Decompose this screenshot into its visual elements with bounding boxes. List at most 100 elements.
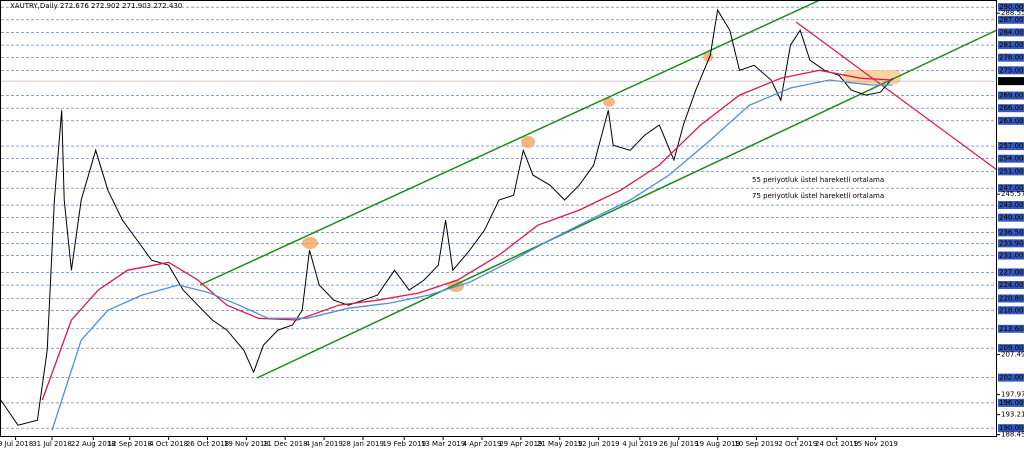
- highlight: [603, 97, 615, 107]
- x-tick-label: 22 Aug 2018: [71, 440, 116, 448]
- level-label: 196.000: [999, 399, 1024, 407]
- level-label-box: [998, 184, 1024, 193]
- level-label-box: [998, 324, 1024, 333]
- level-label-box: [998, 167, 1024, 176]
- y-tick-label: 193.214: [1001, 411, 1024, 419]
- level-label-box: [998, 239, 1024, 248]
- level-label: 224.000: [999, 281, 1024, 289]
- y-tick-label: 197.974: [1001, 391, 1024, 399]
- level-label-box: [998, 104, 1024, 113]
- x-tick-label: 19 Nov 2018: [224, 440, 269, 448]
- level-label-box: [998, 66, 1024, 75]
- x-tick-label: 4 Apr 2019: [463, 440, 502, 448]
- level-label: 257.000: [999, 142, 1024, 150]
- level-label: 231.000: [999, 252, 1024, 260]
- level-label: 236.500: [999, 228, 1024, 236]
- level-label: 263.000: [999, 117, 1024, 125]
- level-label-box: [998, 268, 1024, 277]
- level-label-box: [998, 373, 1024, 382]
- level-label-box: [998, 142, 1024, 151]
- x-tick-label: 12 Jun 2019: [578, 440, 620, 448]
- level-label: 275.000: [999, 66, 1024, 74]
- x-tick-label: 9 Jul 2018: [0, 440, 33, 448]
- level-label: 218.000: [999, 306, 1024, 314]
- level-label-box: [998, 281, 1024, 290]
- level-label: 287.000: [999, 16, 1024, 24]
- level-label-box: [998, 306, 1024, 315]
- level-label: 284.000: [999, 28, 1024, 36]
- level-label: 247.000: [999, 184, 1024, 192]
- level-label-box: [998, 251, 1024, 260]
- y-tick-label: 207.494: [1001, 351, 1024, 359]
- x-tick-label: 26 Jul 2019: [659, 440, 699, 448]
- chart-title: XAUTRY,Daily 272.676 272.902 271.903 272…: [10, 2, 182, 10]
- x-tick-label: 10 Sep 2019: [734, 440, 778, 448]
- annotation: 55 periyotluk üstel hareketli ortalama: [752, 176, 884, 184]
- x-tick-label: 26 Oct 2018: [186, 440, 229, 448]
- x-tick-label: 2 Oct 2019: [778, 440, 817, 448]
- y-tick-label: 245.574: [1001, 190, 1024, 198]
- level-label: 290.000: [999, 3, 1024, 11]
- series-line: [0, 8, 893, 426]
- y-tick-label: 188.454: [1001, 431, 1024, 439]
- highlight: [521, 136, 535, 148]
- x-tick-label: 29 Apr 2019: [499, 440, 542, 448]
- level-label: 281.000: [999, 41, 1024, 49]
- x-tick-label: 31 Jul 2018: [32, 440, 72, 448]
- x-tick-label: 4 Oct 2018: [149, 440, 188, 448]
- level-label-box: [998, 424, 1024, 433]
- last-price-box: [998, 77, 1024, 86]
- level-label: 213.600: [999, 325, 1024, 333]
- level-label-box: [998, 201, 1024, 210]
- level-label-box: [998, 398, 1024, 407]
- x-tick-label: 21 May 2019: [537, 440, 583, 448]
- x-tick-label: 28 Jan 2019: [342, 440, 384, 448]
- level-label-box: [998, 53, 1024, 62]
- x-tick-label: 24 Oct 2019: [815, 440, 858, 448]
- trend-line: [795, 21, 998, 171]
- level-label-box: [998, 116, 1024, 125]
- annotation: 75 periyotluk üstel hareketli ortalama: [752, 192, 884, 200]
- level-label: 220.800: [999, 294, 1024, 302]
- series-line: [51, 79, 893, 431]
- level-label: 254.000: [999, 155, 1024, 163]
- level-label: 240.000: [999, 214, 1024, 222]
- level-label: 251.000: [999, 167, 1024, 175]
- trend-channel: [256, 29, 998, 379]
- last-price-label: 272.430: [999, 77, 1024, 85]
- level-label: 190.000: [999, 424, 1024, 432]
- y-tick-label: 288.554: [1001, 9, 1024, 17]
- highlight: [843, 70, 901, 84]
- level-label-box: [998, 91, 1024, 100]
- level-label-box: [998, 28, 1024, 37]
- drawings: [199, 0, 998, 379]
- level-label-box: [998, 3, 1024, 12]
- x-tick-label: 4 Jul 2019: [622, 440, 657, 448]
- series-line: [41, 69, 893, 401]
- level-label-box: [998, 154, 1024, 163]
- highlight: [302, 237, 318, 249]
- level-label: 202.000: [999, 374, 1024, 382]
- level-label-box: [998, 213, 1024, 222]
- x-tick-label: 15 Nov 2019: [853, 440, 898, 448]
- x-tick-label: 12 Sep 2018: [108, 440, 152, 448]
- x-tick-label: 19 Aug 2019: [695, 440, 740, 448]
- level-label: 209.000: [999, 344, 1024, 352]
- level-label: 233.900: [999, 239, 1024, 247]
- level-label-box: [998, 15, 1024, 24]
- level-label-box: [998, 294, 1024, 303]
- x-tick-label: 11 Dec 2018: [263, 440, 308, 448]
- x-tick-label: 19 Feb 2019: [382, 440, 426, 448]
- level-label: 227.000: [999, 268, 1024, 276]
- x-tick-label: 4 Jan 2019: [305, 440, 343, 448]
- level-label: 269.000: [999, 92, 1024, 100]
- level-label-box: [998, 228, 1024, 237]
- level-label-box: [998, 344, 1024, 353]
- x-tick-label: 13 Mar 2019: [421, 440, 465, 448]
- plot-frame: [0, 0, 997, 437]
- trend-channel: [199, 0, 821, 286]
- level-label: 243.000: [999, 201, 1024, 209]
- level-label: 278.000: [999, 54, 1024, 62]
